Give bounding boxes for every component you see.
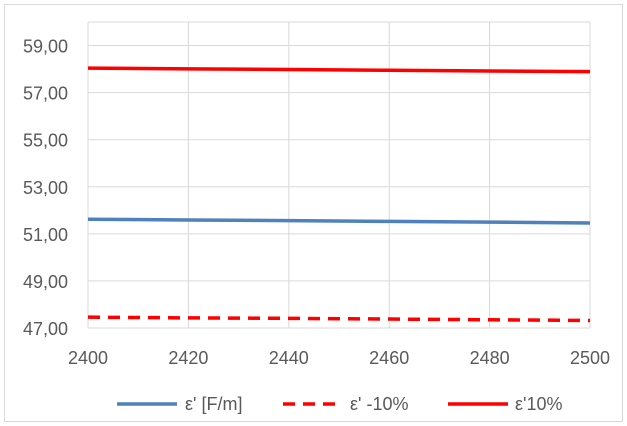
series-line-3	[87, 66, 591, 74]
x-tick-label: 2500	[570, 348, 610, 368]
y-tick-label: 55,00	[23, 131, 68, 151]
chart-frame	[4, 4, 623, 422]
legend-label-3: ε'10%	[515, 394, 563, 414]
y-tick-label: 49,00	[23, 272, 68, 292]
y-tick-label: 51,00	[23, 225, 68, 245]
series-line-2	[87, 315, 591, 323]
y-tick-label: 57,00	[23, 84, 68, 104]
x-tick-label: 2460	[369, 348, 409, 368]
y-tick-label: 53,00	[23, 178, 68, 198]
x-tick-label: 2480	[470, 348, 510, 368]
y-axis-ticks: 47,00 49,00 51,00 53,00 55,00 57,00 59,00	[23, 37, 68, 339]
x-tick-label: 2440	[269, 348, 309, 368]
series-line-1	[87, 217, 591, 225]
legend-label-2: ε' -10%	[350, 394, 408, 414]
series-lines	[87, 66, 591, 323]
legend-label-1: ε' [F/m]	[185, 394, 242, 414]
y-tick-label: 59,00	[23, 37, 68, 57]
y-tick-label: 47,00	[23, 319, 68, 339]
legend: ε' [F/m] ε' -10% ε'10%	[117, 394, 563, 414]
gridlines	[87, 21, 591, 329]
x-tick-label: 2400	[68, 348, 108, 368]
x-axis-ticks: 2400 2420 2440 2460 2480 2500	[68, 348, 610, 368]
x-tick-label: 2420	[168, 348, 208, 368]
